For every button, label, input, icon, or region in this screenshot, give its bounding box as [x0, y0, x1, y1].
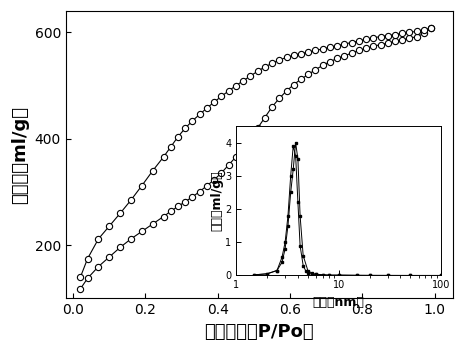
Y-axis label: 吸附量（ml/g）: 吸附量（ml/g） [11, 106, 29, 204]
X-axis label: 相对压力（P/Po）: 相对压力（P/Po） [204, 323, 313, 341]
